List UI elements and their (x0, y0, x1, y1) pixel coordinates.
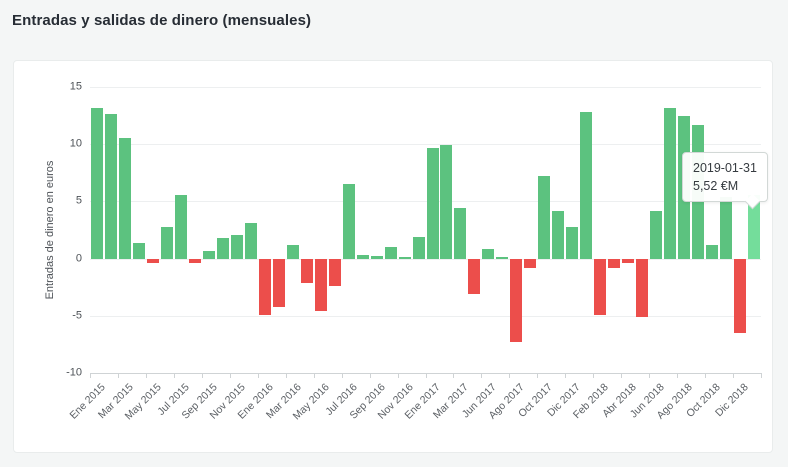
bar-feb-2016[interactable] (272, 258, 285, 307)
bar-jul-2018[interactable] (664, 107, 677, 259)
x-axis-tick (90, 373, 91, 378)
bar-jun-2017[interactable] (482, 249, 495, 259)
bar-dic-2016[interactable] (412, 236, 425, 259)
bar-feb-2017[interactable] (440, 145, 453, 259)
bar-mar-2018[interactable] (608, 258, 621, 268)
page-title: Entradas y salidas de dinero (mensuales) (12, 12, 312, 29)
x-axis-tick (705, 373, 707, 378)
bar-nov-2018[interactable] (720, 196, 733, 259)
bar-oct-2018[interactable] (706, 244, 719, 259)
tooltip: 2019-01-31 5,52 €M (682, 152, 768, 210)
bar-sep-2017[interactable] (524, 258, 537, 268)
chart-plot-area: Entradas de dinero en euros 15 10 5 0 -5 -10 E… (14, 61, 772, 452)
bar-feb-2018[interactable] (594, 258, 607, 315)
y-tick-label: 0 (75, 252, 82, 265)
x-axis-tick (481, 373, 483, 378)
x-axis-tick (649, 373, 651, 378)
x-axis-tick (425, 373, 427, 378)
x-axis-tick (257, 373, 259, 378)
x-axis-tick (145, 373, 147, 378)
bar-abr-2018[interactable] (622, 258, 635, 264)
x-axis-tick (285, 373, 287, 378)
bar-dic-2015[interactable] (244, 223, 257, 259)
y-tick-label: -10 (66, 366, 82, 379)
bar-may-2018[interactable] (636, 258, 649, 317)
tooltip-value: 5,52 €M (693, 179, 739, 194)
tooltip-date: 2019-01-31 (693, 161, 757, 175)
bar-abr-2016[interactable] (300, 258, 313, 283)
bar-ene-2017[interactable] (426, 147, 439, 259)
x-axis-tick (565, 373, 567, 378)
bar-sep-2015[interactable] (202, 250, 215, 259)
x-axis-tick (313, 373, 315, 378)
bar-jun-2016[interactable] (328, 258, 341, 287)
x-axis-tick (341, 373, 343, 378)
bar-abr-2015[interactable] (132, 242, 145, 259)
gridline (90, 144, 761, 146)
x-axis-tick (229, 373, 231, 378)
bar-ene-2019[interactable] (748, 195, 761, 259)
bar-ene-2016[interactable] (258, 258, 271, 315)
bar-ene-2015[interactable] (91, 107, 103, 259)
bar-mar-2016[interactable] (286, 244, 299, 259)
x-axis-tick (733, 373, 735, 378)
bar-may-2017[interactable] (468, 258, 481, 295)
gridline (90, 201, 761, 203)
bar-jul-2016[interactable] (342, 184, 355, 259)
bar-nov-2016[interactable] (398, 256, 411, 259)
y-tick-label: 15 (69, 80, 82, 93)
bar-jul-2015[interactable] (174, 194, 187, 259)
x-axis-tick (397, 373, 399, 378)
y-axis-label: Entradas de dinero en euros (44, 160, 56, 300)
bar-ago-2016[interactable] (356, 255, 369, 259)
bar-ene-2018[interactable] (580, 112, 593, 259)
bar-may-2016[interactable] (314, 258, 327, 312)
x-axis-tick (453, 373, 455, 378)
x-axis-tick (509, 373, 511, 378)
bar-nov-2017[interactable] (552, 210, 565, 259)
y-tick-label: 10 (69, 137, 82, 150)
chart-card: Entradas de dinero en euros 15 10 5 0 -5 -10 E… (13, 60, 773, 453)
y-tick-label: -5 (72, 309, 82, 322)
bar-nov-2015[interactable] (230, 234, 243, 259)
bar-oct-2017[interactable] (538, 176, 551, 259)
x-axis-tick (537, 373, 539, 378)
x-axis-tick (201, 373, 203, 378)
x-axis-tick (621, 373, 623, 378)
x-axis-tick (369, 373, 371, 378)
bar-oct-2016[interactable] (384, 247, 397, 259)
x-axis-tick (677, 373, 679, 378)
bar-may-2015[interactable] (146, 258, 159, 264)
bar-mar-2017[interactable] (454, 208, 467, 259)
bar-sep-2016[interactable] (370, 256, 383, 259)
bar-ago-2017[interactable] (510, 258, 523, 343)
y-tick-label: 5 (75, 194, 82, 207)
gridline (90, 87, 761, 88)
x-axis-tick (173, 373, 175, 378)
bar-dic-2018[interactable] (734, 258, 747, 333)
bar-dic-2017[interactable] (566, 226, 579, 259)
x-axis-tick (761, 373, 762, 378)
bar-ago-2015[interactable] (188, 258, 201, 264)
gridline (90, 258, 761, 260)
x-axis-tick (117, 373, 119, 378)
bar-jul-2017[interactable] (496, 257, 509, 259)
bar-mar-2015[interactable] (118, 138, 131, 259)
gridline (90, 315, 761, 317)
x-axis-tick (593, 373, 595, 378)
bar-feb-2015[interactable] (104, 114, 117, 259)
bar-jun-2015[interactable] (160, 226, 173, 259)
bar-oct-2015[interactable] (216, 238, 229, 259)
bar-jun-2018[interactable] (650, 210, 663, 259)
